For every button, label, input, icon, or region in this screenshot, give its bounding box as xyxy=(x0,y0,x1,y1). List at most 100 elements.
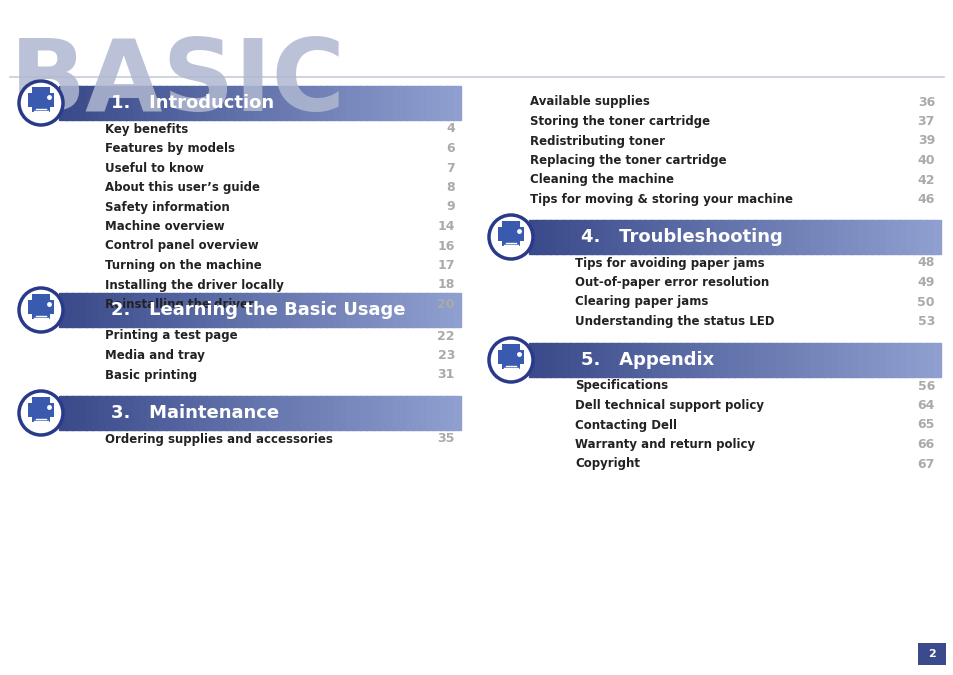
Text: Specifications: Specifications xyxy=(575,379,667,392)
Bar xyxy=(79,86,87,120)
Bar xyxy=(146,396,153,430)
Bar xyxy=(213,396,220,430)
Text: Replacing the toner cartridge: Replacing the toner cartridge xyxy=(530,154,726,167)
Bar xyxy=(293,293,300,327)
Bar xyxy=(904,220,913,254)
Bar xyxy=(577,343,584,377)
Bar xyxy=(66,293,73,327)
Bar xyxy=(266,293,274,327)
Bar xyxy=(439,86,447,120)
Bar xyxy=(286,396,294,430)
Bar xyxy=(775,220,782,254)
Bar xyxy=(246,396,253,430)
Bar xyxy=(179,396,187,430)
Text: Understanding the status LED: Understanding the status LED xyxy=(575,315,774,328)
Bar xyxy=(904,343,913,377)
Bar xyxy=(796,220,803,254)
Bar xyxy=(333,86,340,120)
FancyBboxPatch shape xyxy=(32,397,50,404)
Bar xyxy=(768,220,776,254)
Text: Clearing paper jams: Clearing paper jams xyxy=(575,296,708,308)
Bar xyxy=(333,396,340,430)
Bar xyxy=(645,343,653,377)
Bar xyxy=(446,293,454,327)
Text: About this user’s guide: About this user’s guide xyxy=(105,181,260,194)
Bar xyxy=(72,293,80,327)
Bar xyxy=(306,86,314,120)
Bar xyxy=(761,220,769,254)
Bar xyxy=(912,343,920,377)
Text: 39: 39 xyxy=(917,134,934,148)
Bar xyxy=(299,86,307,120)
Bar xyxy=(79,396,87,430)
Bar xyxy=(871,343,879,377)
Bar xyxy=(246,293,253,327)
Bar xyxy=(781,343,789,377)
Bar xyxy=(179,86,187,120)
Bar xyxy=(843,220,851,254)
Bar xyxy=(299,396,307,430)
Text: 22: 22 xyxy=(437,329,455,342)
Bar xyxy=(72,86,80,120)
Bar xyxy=(79,293,87,327)
Bar xyxy=(631,220,639,254)
Text: 16: 16 xyxy=(437,240,455,252)
Bar xyxy=(453,86,460,120)
FancyBboxPatch shape xyxy=(32,416,50,422)
Bar xyxy=(193,396,200,430)
Bar xyxy=(829,220,838,254)
Bar xyxy=(199,293,207,327)
Bar xyxy=(92,86,100,120)
Bar xyxy=(816,220,823,254)
Text: 56: 56 xyxy=(917,379,934,392)
FancyBboxPatch shape xyxy=(28,300,54,314)
Bar xyxy=(426,86,434,120)
Bar xyxy=(740,343,748,377)
Bar xyxy=(326,293,334,327)
Bar xyxy=(266,86,274,120)
Text: 4: 4 xyxy=(446,122,455,136)
Bar xyxy=(266,396,274,430)
Text: 17: 17 xyxy=(437,259,455,272)
Bar xyxy=(199,86,207,120)
Text: 48: 48 xyxy=(917,256,934,269)
Text: 67: 67 xyxy=(917,458,934,470)
Bar xyxy=(693,343,700,377)
Bar xyxy=(253,293,260,327)
Text: Basic printing: Basic printing xyxy=(105,369,197,381)
Bar xyxy=(406,86,414,120)
Bar xyxy=(359,396,367,430)
Bar xyxy=(439,396,447,430)
Text: 66: 66 xyxy=(917,438,934,451)
Text: 8: 8 xyxy=(446,181,455,194)
Bar xyxy=(925,220,933,254)
Bar xyxy=(219,86,227,120)
Bar xyxy=(542,220,550,254)
Bar xyxy=(239,293,247,327)
Bar xyxy=(299,293,307,327)
Bar xyxy=(179,293,187,327)
Text: 9: 9 xyxy=(446,200,455,213)
Bar xyxy=(556,220,563,254)
Bar xyxy=(912,220,920,254)
Bar xyxy=(213,86,220,120)
Bar xyxy=(802,343,810,377)
Text: 7: 7 xyxy=(446,161,455,175)
Bar xyxy=(273,293,280,327)
Text: 35: 35 xyxy=(437,433,455,446)
Bar xyxy=(219,396,227,430)
Bar xyxy=(932,343,940,377)
Bar xyxy=(346,86,354,120)
Bar xyxy=(319,86,327,120)
Bar xyxy=(186,396,193,430)
Bar xyxy=(413,86,420,120)
Bar xyxy=(353,86,360,120)
Bar xyxy=(611,220,618,254)
Bar xyxy=(570,343,578,377)
Bar xyxy=(373,293,380,327)
Bar xyxy=(366,293,374,327)
Bar xyxy=(273,86,280,120)
Bar xyxy=(624,343,632,377)
Bar xyxy=(556,343,563,377)
Bar xyxy=(159,86,167,120)
